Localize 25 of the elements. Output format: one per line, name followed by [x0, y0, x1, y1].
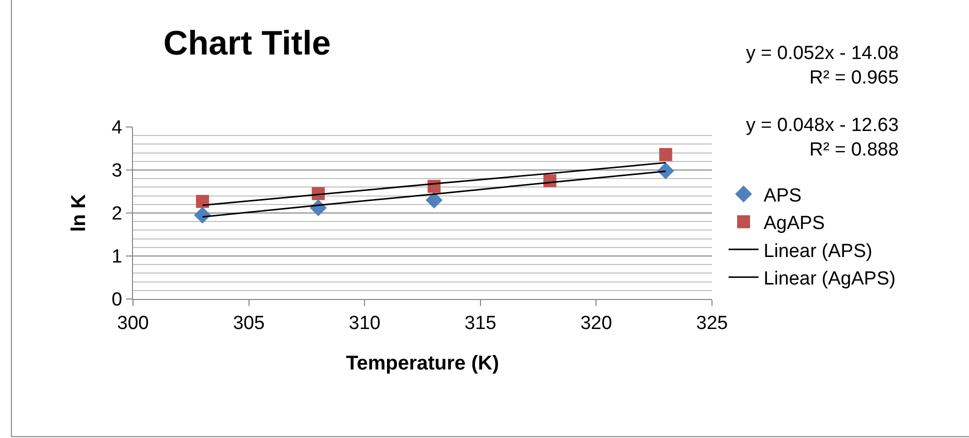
legend-label: Linear (AgAPS)	[764, 268, 896, 290]
y-tick-label: 4	[112, 118, 123, 139]
chart-title: Chart Title	[163, 24, 331, 62]
x-tick-label: 300	[117, 312, 149, 334]
x-tick-label: 320	[580, 312, 612, 334]
text: y = 0.048x - 12.63 R² = 0.888	[746, 115, 899, 161]
point	[426, 192, 443, 209]
y-tick-label: 0	[112, 290, 122, 311]
x-tick-label: 315	[464, 312, 496, 334]
legend-label: APS	[764, 185, 802, 206]
point	[196, 194, 209, 208]
point	[659, 148, 672, 162]
legend-label: Linear (APS)	[764, 240, 872, 262]
x-tick-label: 325	[696, 312, 728, 334]
y-tick-label: 2	[112, 204, 122, 225]
point	[657, 162, 674, 180]
y-tick-label: 3	[112, 160, 122, 182]
y-axis-title: ln K	[68, 194, 90, 232]
point	[194, 206, 211, 224]
y-tick-label: 1	[112, 246, 122, 268]
x-tick-label: 305	[232, 312, 265, 334]
legend-label: AgAPS	[764, 213, 825, 234]
text: y = 0.052x - 14.08 R² = 0.965	[746, 43, 899, 89]
x-tick-label: 310	[348, 312, 380, 334]
x-axis-title: Temperature (K)	[346, 352, 499, 374]
